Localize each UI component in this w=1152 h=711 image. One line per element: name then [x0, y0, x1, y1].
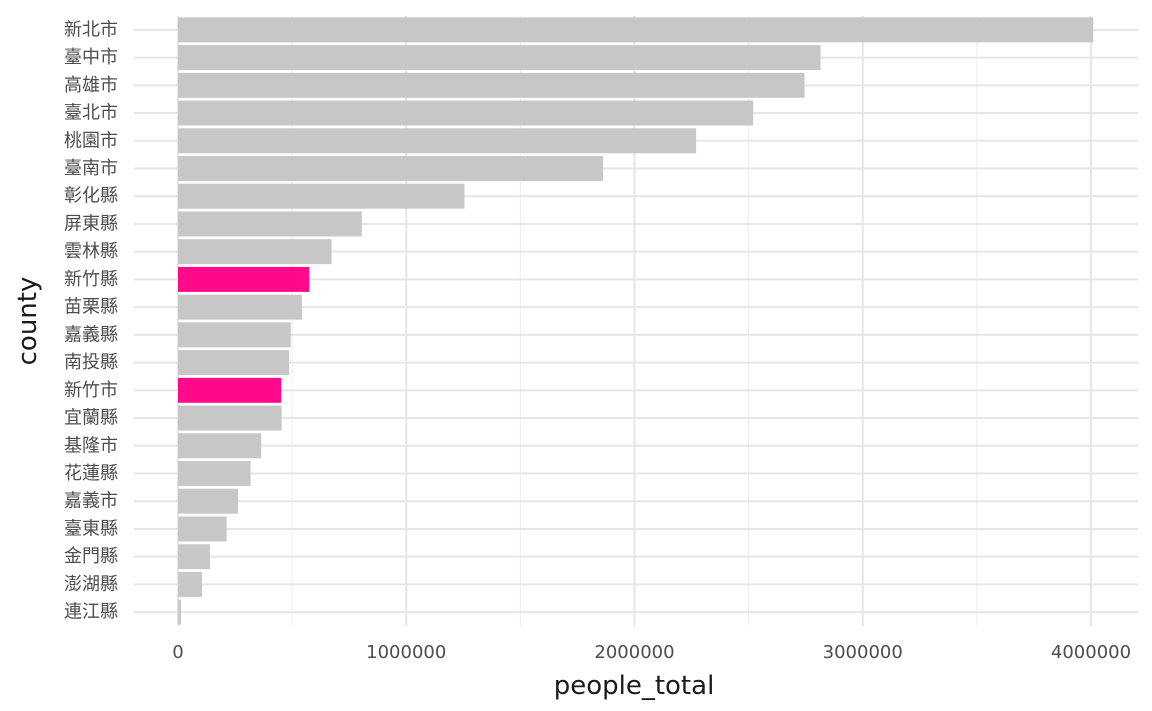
y-tick-label: 桃園市 [64, 130, 118, 151]
y-tick-label: 嘉義市 [64, 491, 118, 512]
x-axis-title: people_total [554, 671, 715, 701]
y-axis-title: county [13, 277, 43, 366]
x-tick-label: 3000000 [823, 642, 903, 663]
y-tick-label: 雲林縣 [64, 241, 118, 262]
y-tick-label: 新竹市 [64, 380, 118, 401]
bar-南投縣 [178, 350, 290, 376]
bar-屏東縣 [178, 211, 362, 237]
y-tick-label: 苗栗縣 [64, 297, 118, 318]
y-tick-labels: 新北市臺中市高雄市臺北市桃園市臺南市彰化縣屏東縣雲林縣新竹縣苗栗縣嘉義縣南投縣新… [64, 19, 118, 622]
bar-高雄市 [178, 72, 805, 98]
bar-金門縣 [178, 544, 210, 570]
y-tick-label: 金門縣 [64, 546, 118, 567]
bar-嘉義縣 [178, 322, 291, 348]
x-tick-labels: 0 1000000 2000000 3000000 4000000 [172, 642, 1131, 663]
y-tick-label: 新竹縣 [64, 269, 118, 290]
y-tick-label: 屏東縣 [64, 213, 118, 234]
y-tick-label: 宜蘭縣 [64, 408, 118, 429]
bar-臺北市 [178, 100, 754, 126]
bar-連江縣 [178, 599, 181, 625]
y-tick-label: 臺中市 [64, 47, 118, 68]
x-tick-label: 0 [172, 642, 183, 663]
y-tick-label: 嘉義縣 [64, 324, 118, 345]
bar-新竹市 [178, 377, 282, 403]
bar-嘉義市 [178, 488, 239, 514]
bar-澎湖縣 [178, 571, 202, 597]
y-tick-label: 高雄市 [64, 75, 118, 96]
bar-新北市 [178, 17, 1094, 43]
x-tick-label: 2000000 [594, 642, 674, 663]
y-tick-label: 彰化縣 [64, 186, 118, 207]
bar-臺中市 [178, 45, 821, 71]
bar-桃園市 [178, 128, 697, 154]
x-tick-label: 1000000 [366, 642, 446, 663]
bar-臺南市 [178, 156, 604, 181]
y-tick-label: 臺北市 [64, 103, 118, 124]
bar-苗栗縣 [178, 294, 302, 320]
y-tick-label: 臺南市 [64, 158, 118, 179]
bar-新竹縣 [178, 266, 310, 292]
x-tick-label: 4000000 [1051, 642, 1131, 663]
y-tick-label: 南投縣 [64, 352, 118, 373]
bar-宜蘭縣 [178, 405, 282, 431]
bar-雲林縣 [178, 239, 332, 265]
bar-彰化縣 [178, 183, 465, 209]
bar-臺東縣 [178, 516, 227, 542]
bars [178, 17, 1094, 625]
bar-花蓮縣 [178, 461, 251, 486]
y-tick-label: 基隆市 [64, 435, 118, 456]
bar-基隆市 [178, 433, 262, 459]
y-tick-label: 連江縣 [64, 602, 118, 623]
y-tick-label: 花蓮縣 [64, 463, 118, 484]
y-tick-label: 新北市 [64, 19, 118, 40]
y-tick-label: 臺東縣 [64, 518, 118, 539]
y-tick-label: 澎湖縣 [64, 574, 118, 595]
